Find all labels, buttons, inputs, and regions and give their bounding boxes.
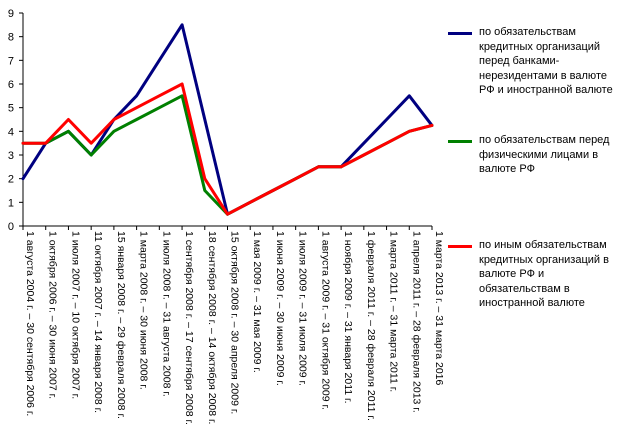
x-tick-label: 1 июля 2007 г. – 10 октября 2007 г. <box>69 231 81 399</box>
x-tick-label: 1 марта 2008 г. – 30 июня 2008 г. <box>138 231 150 390</box>
legend-label-nonresident-banks: по обязательствам кредитных организаций … <box>479 26 613 96</box>
x-tick-label: 11 октября 2007 г. – 14 января 2008 г. <box>92 231 104 413</box>
x-tick-label: 1 июля 2009 г. – 31 июля 2009 г. <box>297 231 309 386</box>
x-tick-label: 1 августа 2004 г. – 30 сентября 2006 г. <box>24 231 36 416</box>
y-tick-label: 4 <box>8 126 14 138</box>
legend-swatch-nonresident-banks <box>448 32 472 35</box>
series-line-nonresident-banks <box>21 23 434 216</box>
x-tick-label: 1 июня 2009 г. – 30 июня 2009 г. <box>274 231 286 386</box>
x-tick-label: 1 мая 2009 г. – 31 мая 2009 г. <box>251 231 263 373</box>
x-tick-label: 1 марта 2011 г. – 31 марта 2011 г. <box>388 231 400 392</box>
x-tick-label: 1 октября 2006 г. – 30 июня 2007 г. <box>47 231 59 399</box>
y-tick-label: 7 <box>8 55 14 67</box>
x-tick-label: 15 октября 2008 г. – 30 апреля 2009 г. <box>229 231 241 414</box>
x-tick-label: 1 августа 2009 г. – 31 октября 2009 г. <box>319 231 331 410</box>
x-tick-label: 1 июля 2008 г. – 31 августа 2008 г. <box>160 231 172 397</box>
y-tick-label: 1 <box>8 197 14 209</box>
series-line-other-obligations <box>21 82 434 216</box>
legend-label-individuals: по обязательствам перед физическими лица… <box>479 134 610 175</box>
x-tick-labels: 1 августа 2004 г. – 30 сентября 2006 г. 1… <box>24 231 445 425</box>
x-tick-label: 1 марта 2013 г. – 31 марта 2016 <box>433 231 445 386</box>
legend-label-other-obligations: по иным обязательствам кредитных организ… <box>479 239 609 309</box>
legend-swatch-other-obligations <box>448 245 472 248</box>
chart-axes: 0 1 2 3 4 5 6 7 8 9 <box>8 8 433 233</box>
series-line-individuals <box>21 94 434 216</box>
legend-swatch-individuals <box>448 140 472 143</box>
x-tick-label: 18 сентября 2008 г. – 14 октября 2008 г. <box>206 231 218 424</box>
x-tick-label: 15 января 2008 г. – 29 февраля 2008 г. <box>115 231 127 419</box>
y-tick-label: 2 <box>8 174 14 186</box>
y-tick-label: 6 <box>8 79 14 91</box>
x-tick-label: 1 февраля 2011 г. – 28 февраля 2011 г. <box>365 231 377 421</box>
y-tick-label: 0 <box>8 221 14 233</box>
y-tick-label: 9 <box>8 8 14 20</box>
y-tick-label: 8 <box>8 32 14 44</box>
chart-series <box>21 23 434 216</box>
y-tick-label: 5 <box>8 103 14 115</box>
x-tick-label: 1 ноября 2009 г. – 31 января 2011 г. <box>342 231 354 404</box>
y-tick-label: 3 <box>8 150 14 162</box>
x-tick-label: 1 апреля 2011 г. – 28 февраля 2013 г. <box>410 231 422 413</box>
x-tick-label: 1 сентября 2008 г. – 17 сентября 2008 г. <box>183 231 195 425</box>
